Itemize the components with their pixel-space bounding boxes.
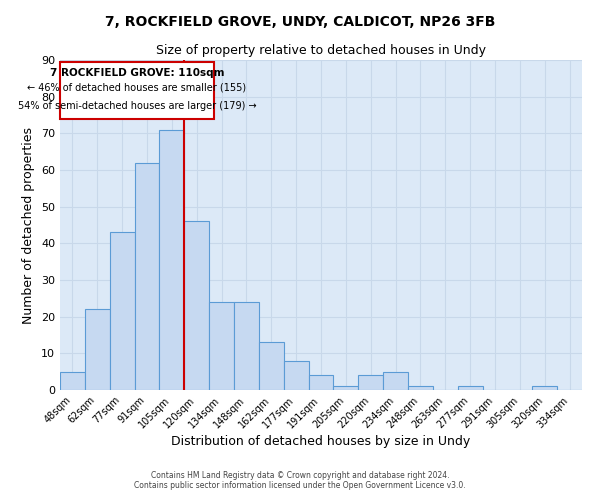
Bar: [134, 162, 160, 390]
Bar: [110, 232, 134, 390]
Bar: [532, 386, 557, 390]
Bar: [209, 302, 234, 390]
Text: 54% of semi-detached houses are larger (179) →: 54% of semi-detached houses are larger (…: [18, 101, 256, 111]
Bar: [383, 372, 408, 390]
Bar: [160, 130, 184, 390]
Text: ← 46% of detached houses are smaller (155): ← 46% of detached houses are smaller (15…: [28, 82, 247, 92]
Bar: [408, 386, 433, 390]
Y-axis label: Number of detached properties: Number of detached properties: [22, 126, 35, 324]
Bar: [234, 302, 259, 390]
Bar: [184, 222, 209, 390]
Text: Contains HM Land Registry data © Crown copyright and database right 2024.
Contai: Contains HM Land Registry data © Crown c…: [134, 470, 466, 490]
FancyBboxPatch shape: [60, 62, 214, 118]
Bar: [259, 342, 284, 390]
Title: Size of property relative to detached houses in Undy: Size of property relative to detached ho…: [156, 44, 486, 58]
Bar: [85, 310, 110, 390]
Bar: [60, 372, 85, 390]
Bar: [358, 376, 383, 390]
Text: 7 ROCKFIELD GROVE: 110sqm: 7 ROCKFIELD GROVE: 110sqm: [50, 68, 224, 78]
Text: 7, ROCKFIELD GROVE, UNDY, CALDICOT, NP26 3FB: 7, ROCKFIELD GROVE, UNDY, CALDICOT, NP26…: [105, 15, 495, 29]
Bar: [458, 386, 482, 390]
Bar: [308, 376, 334, 390]
Bar: [334, 386, 358, 390]
Bar: [284, 360, 308, 390]
X-axis label: Distribution of detached houses by size in Undy: Distribution of detached houses by size …: [172, 436, 470, 448]
